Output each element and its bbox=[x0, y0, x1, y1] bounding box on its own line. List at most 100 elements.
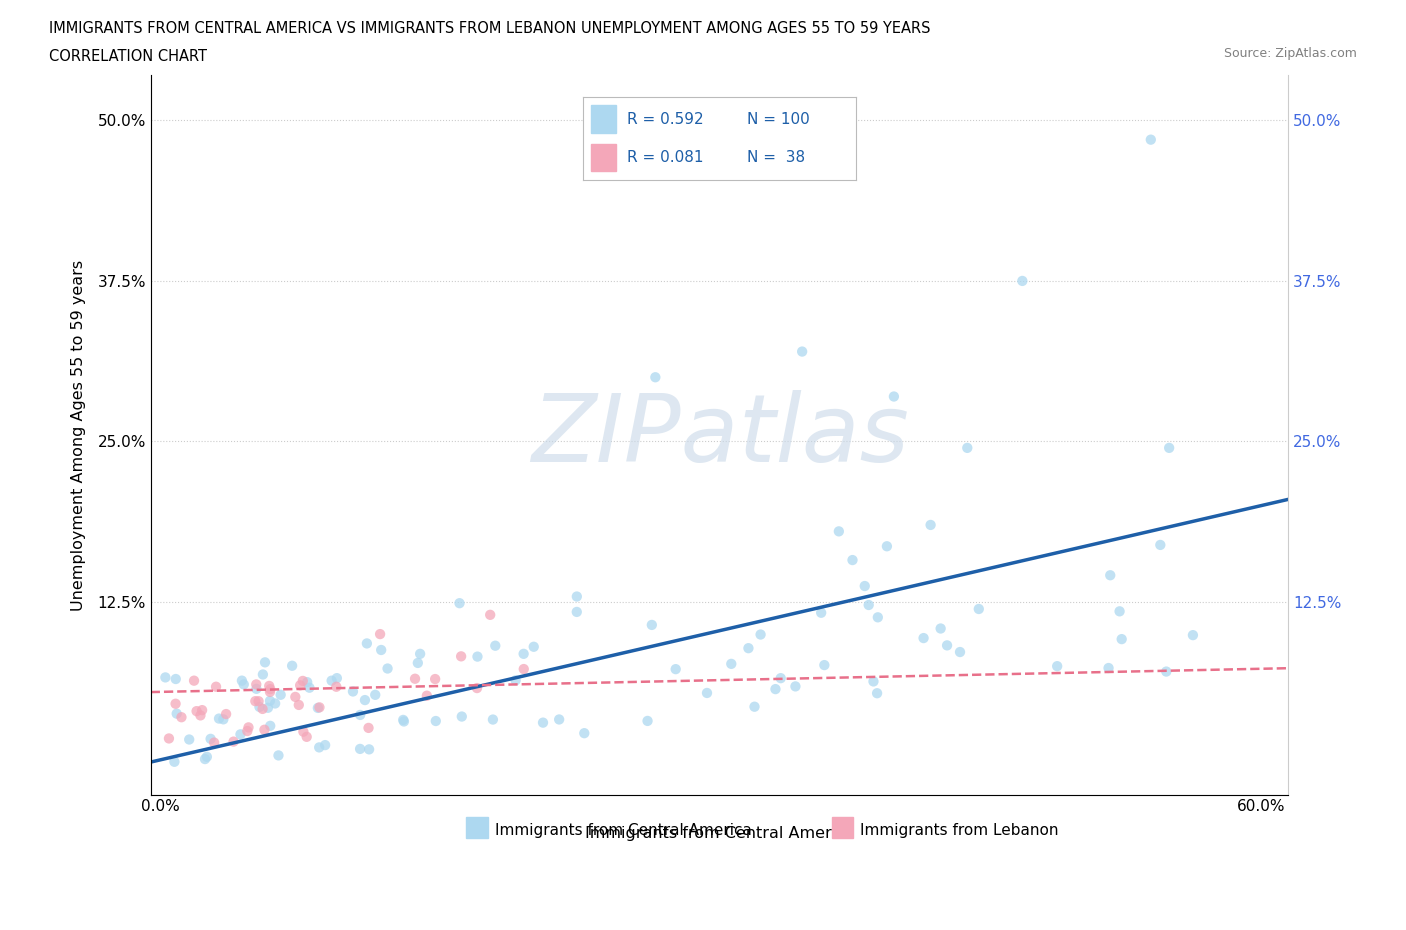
Point bbox=[912, 631, 935, 645]
Point bbox=[929, 621, 952, 636]
Point bbox=[308, 700, 330, 715]
Point bbox=[1108, 604, 1130, 618]
Point bbox=[465, 681, 488, 696]
Point bbox=[416, 688, 439, 703]
Point bbox=[238, 720, 260, 735]
Point bbox=[1097, 660, 1119, 675]
Point bbox=[505, 673, 527, 688]
Point bbox=[170, 710, 193, 724]
Point bbox=[862, 674, 884, 689]
Point bbox=[967, 602, 990, 617]
Point bbox=[222, 734, 245, 749]
Text: Immigrants from Central America: Immigrants from Central America bbox=[495, 823, 751, 839]
Point bbox=[314, 737, 336, 752]
Point bbox=[232, 677, 254, 692]
Point bbox=[186, 704, 208, 719]
Point bbox=[259, 684, 281, 699]
Point bbox=[853, 578, 876, 593]
Point bbox=[284, 689, 307, 704]
Point bbox=[482, 712, 505, 727]
Point bbox=[259, 682, 281, 697]
Text: IMMIGRANTS FROM CENTRAL AMERICA VS IMMIGRANTS FROM LEBANON UNEMPLOYMENT AMONG AG: IMMIGRANTS FROM CENTRAL AMERICA VS IMMIG… bbox=[49, 21, 931, 36]
Point bbox=[866, 685, 889, 700]
Point bbox=[548, 712, 571, 727]
Point bbox=[368, 627, 391, 642]
Point bbox=[292, 724, 315, 739]
Point bbox=[813, 658, 835, 672]
Point bbox=[231, 673, 253, 688]
Point bbox=[205, 679, 228, 694]
Point bbox=[349, 708, 371, 723]
Point bbox=[163, 754, 186, 769]
Point bbox=[377, 661, 399, 676]
Point bbox=[183, 673, 205, 688]
Point bbox=[291, 673, 314, 688]
Point bbox=[392, 712, 415, 727]
Point bbox=[513, 661, 536, 676]
Point bbox=[229, 727, 252, 742]
Point bbox=[349, 741, 371, 756]
Point bbox=[307, 700, 329, 715]
Text: Source: ZipAtlas.com: Source: ZipAtlas.com bbox=[1223, 46, 1357, 60]
Point bbox=[245, 682, 267, 697]
Point bbox=[665, 662, 688, 677]
Point bbox=[195, 750, 218, 764]
Point bbox=[785, 679, 807, 694]
Point bbox=[450, 709, 472, 724]
Point bbox=[253, 723, 276, 737]
Point bbox=[247, 694, 270, 709]
Point bbox=[1011, 273, 1033, 288]
Point bbox=[866, 610, 889, 625]
Point bbox=[359, 742, 381, 757]
Point bbox=[356, 636, 378, 651]
Point bbox=[565, 589, 588, 604]
Point bbox=[392, 714, 415, 729]
Point bbox=[1139, 132, 1161, 147]
Point bbox=[409, 646, 432, 661]
Text: ZIPatlas: ZIPatlas bbox=[530, 390, 908, 481]
Point bbox=[215, 707, 238, 722]
Point bbox=[257, 679, 280, 694]
Point bbox=[737, 641, 759, 656]
Point bbox=[1099, 568, 1122, 583]
Point bbox=[792, 344, 814, 359]
Point bbox=[749, 627, 772, 642]
Point bbox=[326, 671, 349, 685]
Point bbox=[565, 604, 588, 619]
Point bbox=[920, 517, 942, 532]
Point bbox=[288, 678, 311, 693]
Point bbox=[200, 731, 222, 746]
Point bbox=[157, 731, 180, 746]
Point bbox=[155, 670, 177, 684]
Point bbox=[281, 658, 304, 673]
Point bbox=[357, 721, 380, 736]
Text: CORRELATION CHART: CORRELATION CHART bbox=[49, 49, 207, 64]
Point bbox=[194, 751, 217, 766]
Point bbox=[165, 697, 187, 711]
Point bbox=[325, 679, 347, 694]
Point bbox=[202, 735, 225, 750]
Point bbox=[876, 538, 898, 553]
Point bbox=[252, 701, 274, 716]
Point bbox=[370, 643, 392, 658]
Point bbox=[1046, 658, 1069, 673]
Point bbox=[166, 706, 188, 721]
Point bbox=[342, 684, 364, 699]
Point bbox=[425, 713, 447, 728]
Point bbox=[574, 725, 596, 740]
Point bbox=[1156, 664, 1178, 679]
Point bbox=[765, 682, 787, 697]
Point bbox=[949, 644, 972, 659]
Point bbox=[288, 698, 311, 712]
Point bbox=[531, 715, 554, 730]
Point bbox=[1149, 538, 1171, 552]
Point bbox=[449, 596, 471, 611]
Point bbox=[212, 711, 235, 726]
Point bbox=[298, 680, 321, 695]
Point bbox=[484, 638, 506, 653]
Point bbox=[236, 724, 259, 738]
Point bbox=[321, 673, 343, 688]
Point bbox=[270, 687, 292, 702]
Text: Immigrants from Lebanon: Immigrants from Lebanon bbox=[860, 823, 1059, 839]
Point bbox=[696, 685, 718, 700]
